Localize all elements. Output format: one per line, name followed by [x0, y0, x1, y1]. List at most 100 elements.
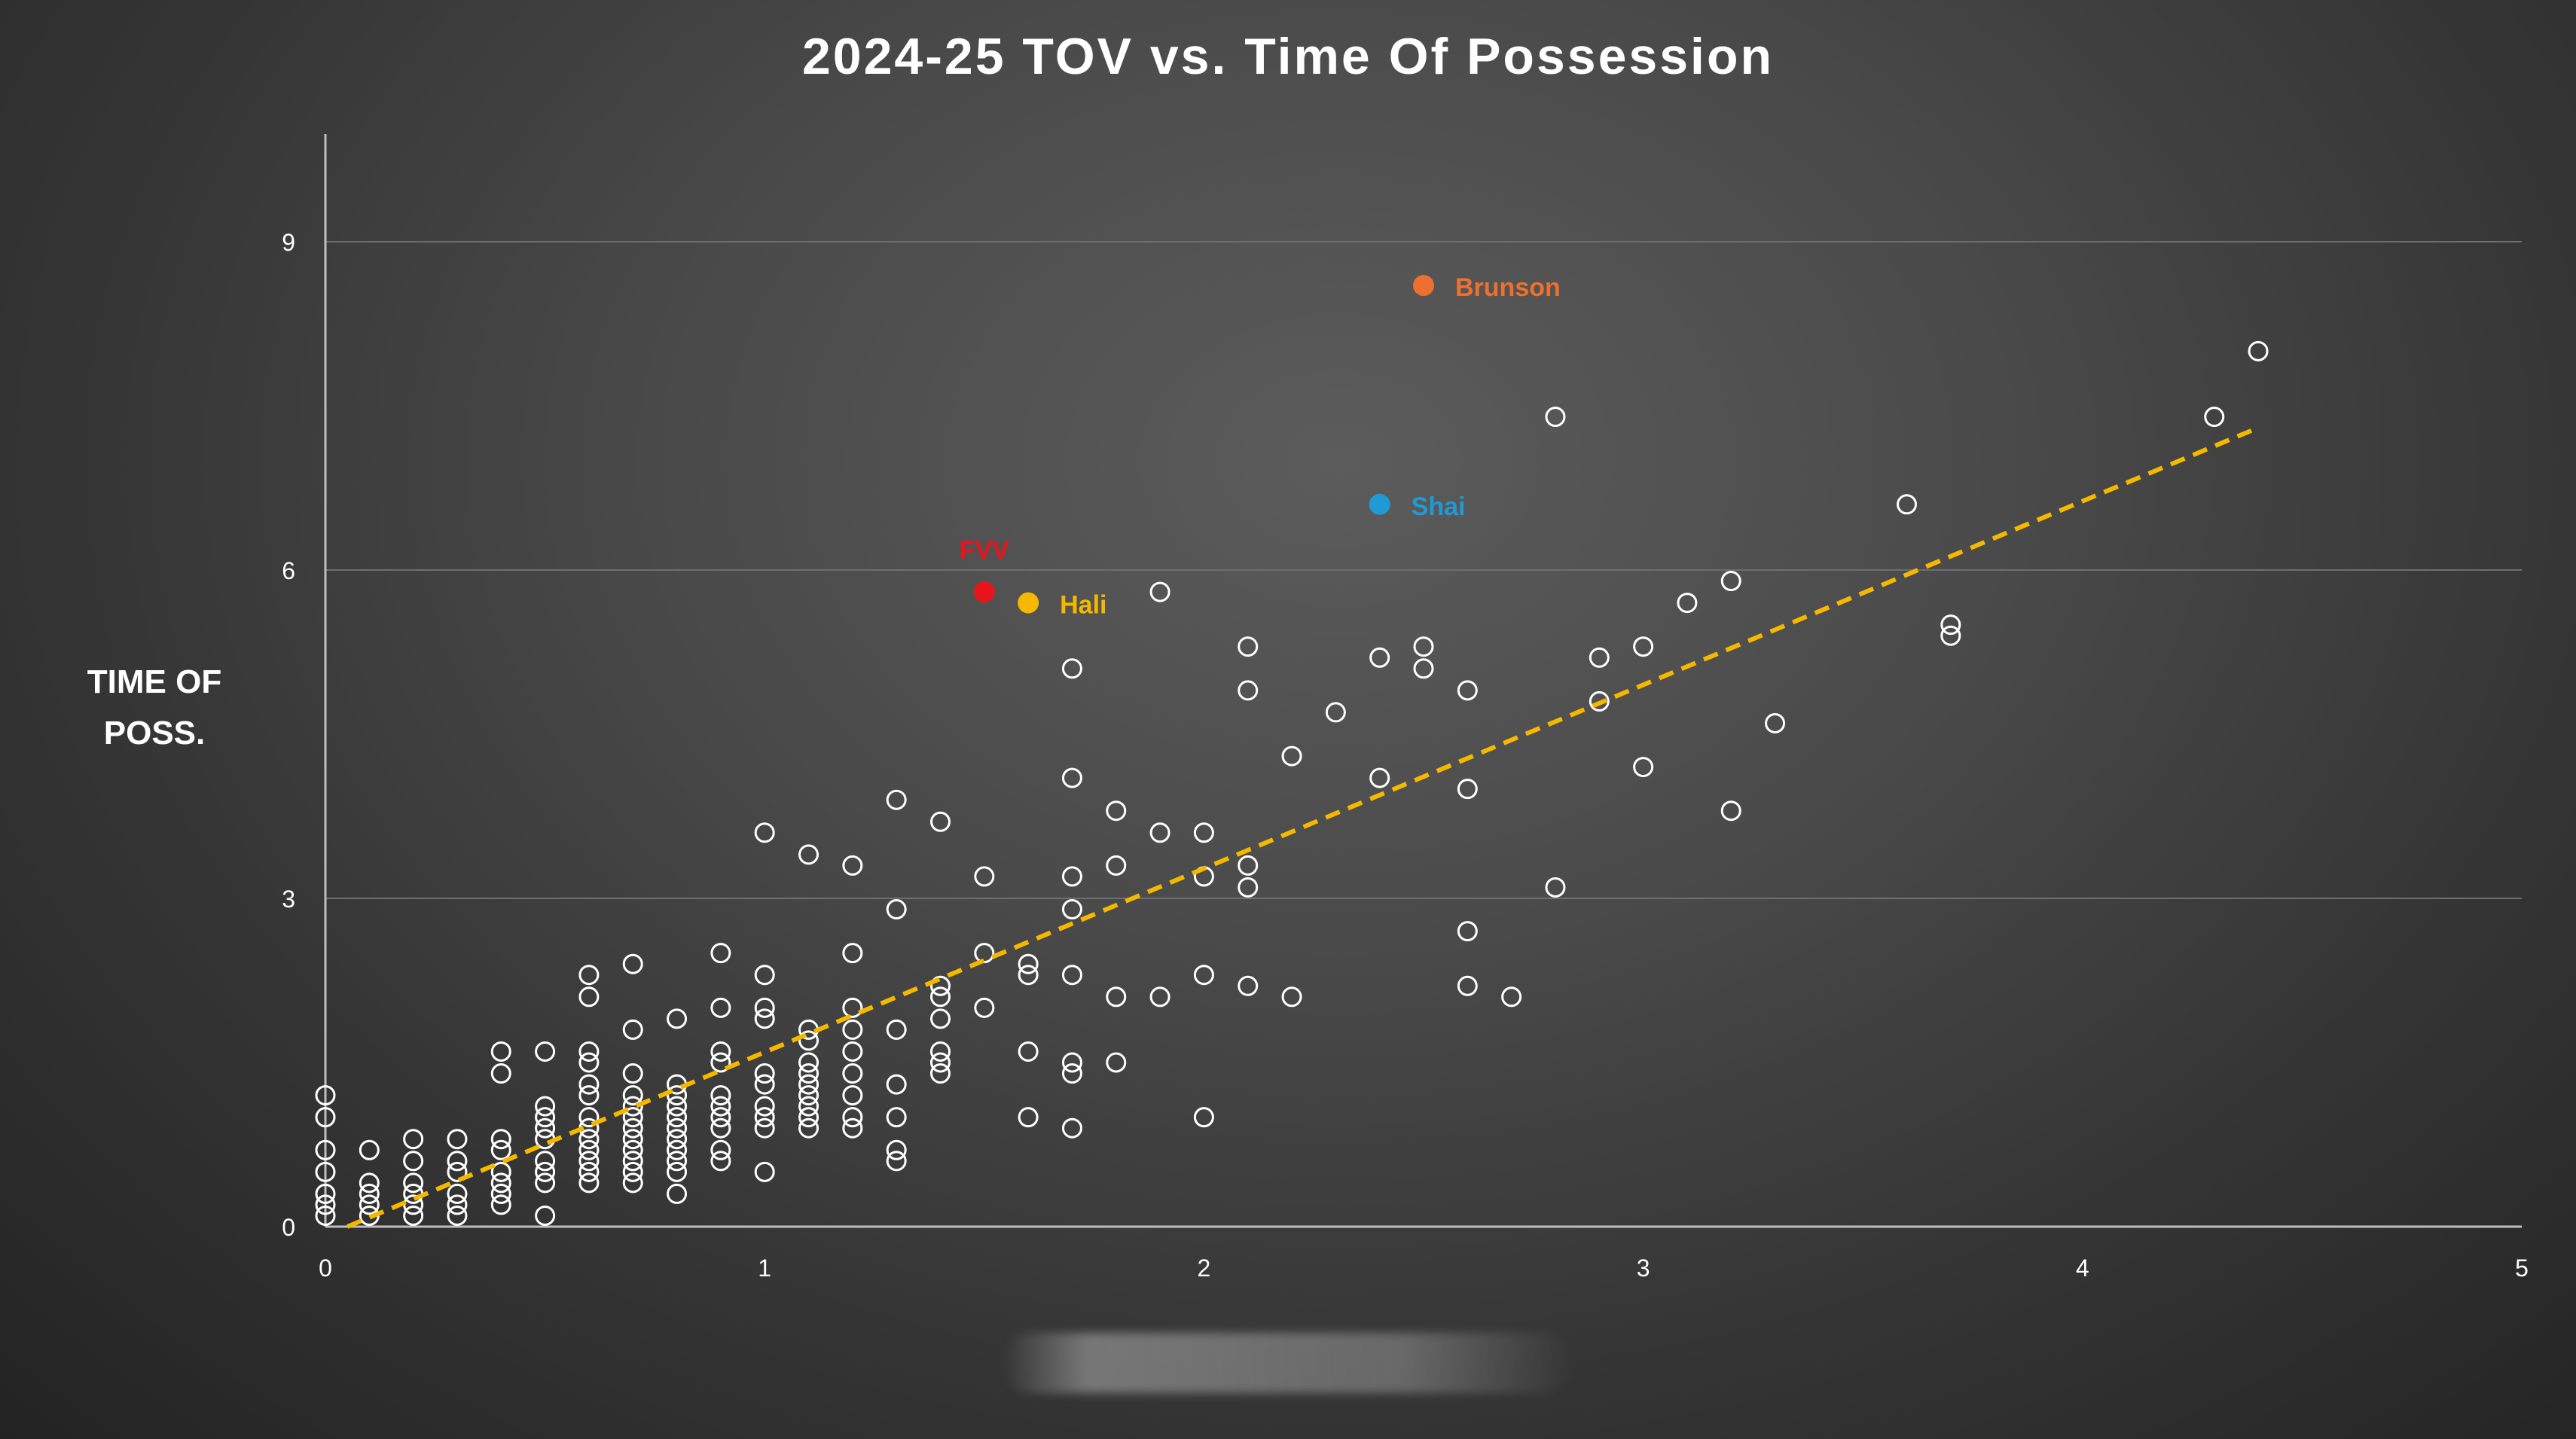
data-point: [929, 1063, 951, 1084]
data-point: [842, 943, 863, 964]
data-point: [710, 997, 731, 1018]
data-point: [754, 1117, 775, 1139]
data-point: [1501, 986, 1522, 1008]
data-point: [710, 1151, 731, 1172]
data-point: [842, 1117, 863, 1139]
data-point: [1193, 1107, 1214, 1128]
data-point: [710, 1107, 731, 1128]
data-point: [622, 1117, 643, 1139]
data-point: [535, 1117, 556, 1139]
data-point: [667, 1161, 688, 1182]
data-point: [403, 1129, 424, 1150]
data-point: [754, 1008, 775, 1029]
data-point: [447, 1161, 468, 1182]
data-point: [710, 1085, 731, 1106]
data-point: [315, 1085, 336, 1106]
data-point: [1545, 407, 1566, 428]
data-point: [1061, 1063, 1082, 1084]
data-point: [929, 975, 951, 996]
data-point: [886, 789, 907, 810]
data-point: [1720, 571, 1741, 592]
data-point: [315, 1107, 336, 1128]
data-point: [1106, 800, 1127, 822]
data-point: [710, 1096, 731, 1117]
data-point: [578, 1052, 600, 1073]
data-point: [1106, 1052, 1127, 1073]
data-point: [1457, 779, 1478, 800]
data-point: [1545, 877, 1566, 898]
data-point: [1238, 636, 1259, 657]
data-point: [315, 1205, 336, 1226]
data-point: [1897, 494, 1918, 515]
data-point: [535, 1151, 556, 1172]
highlight-point-hali: [1018, 592, 1039, 614]
data-point: [622, 1151, 643, 1172]
data-point: [403, 1183, 424, 1204]
data-point: [447, 1194, 468, 1215]
data-point: [1940, 614, 1961, 636]
data-point: [578, 1139, 600, 1160]
data-point: [710, 943, 731, 964]
data-point: [622, 1096, 643, 1117]
data-point: [622, 1019, 643, 1040]
data-point: [447, 1151, 468, 1172]
data-point: [798, 1107, 819, 1128]
y-tick-label-0: 0: [282, 1214, 295, 1241]
data-point: [929, 986, 951, 1008]
data-point: [667, 1107, 688, 1128]
data-point: [447, 1183, 468, 1204]
y-axis-label-line-1: TIME OF: [87, 663, 222, 700]
highlight-label-brunson: Brunson: [1455, 273, 1561, 302]
data-point: [710, 1117, 731, 1139]
data-point: [315, 1183, 336, 1204]
data-point: [578, 1074, 600, 1095]
data-point: [974, 866, 995, 887]
data-point: [667, 1008, 688, 1029]
data-point: [622, 1161, 643, 1182]
data-point: [403, 1151, 424, 1172]
data-point: [667, 1151, 688, 1172]
data-point: [1413, 636, 1434, 657]
data-point: [1238, 877, 1259, 898]
x-tick-label-0: 0: [319, 1255, 332, 1282]
data-point: [1061, 767, 1082, 788]
data-point: [622, 1085, 643, 1106]
data-point: [535, 1041, 556, 1062]
data-point: [1106, 986, 1127, 1008]
data-point: [667, 1129, 688, 1150]
data-point: [974, 943, 995, 964]
y-axis-label: TIME OF POSS.: [53, 657, 256, 759]
data-point: [447, 1129, 468, 1150]
x-tick-label-4: 4: [2076, 1255, 2089, 1282]
data-point: [578, 965, 600, 986]
data-point: [886, 1019, 907, 1040]
data-point: [754, 822, 775, 843]
data-point: [2248, 340, 2269, 361]
y-tick-label-3: 3: [282, 886, 295, 913]
data-point: [1720, 800, 1741, 822]
data-point: [1149, 986, 1170, 1008]
data-point: [1149, 581, 1170, 602]
data-point: [886, 1074, 907, 1095]
data-point: [842, 1041, 863, 1062]
data-point: [886, 1139, 907, 1160]
data-point: [974, 997, 995, 1018]
data-point: [798, 1096, 819, 1117]
data-point: [798, 1052, 819, 1073]
data-point: [798, 1085, 819, 1106]
data-point: [447, 1205, 468, 1226]
data-point: [886, 1107, 907, 1128]
data-point: [842, 1107, 863, 1128]
data-point: [667, 1096, 688, 1117]
data-point: [886, 899, 907, 920]
trendline: [346, 425, 2260, 1229]
blurred-watermark: [1002, 1333, 1574, 1393]
data-point: [535, 1096, 556, 1117]
data-point: [359, 1172, 380, 1194]
data-point: [1413, 658, 1434, 679]
data-point: [1281, 745, 1302, 767]
data-point: [622, 1063, 643, 1084]
data-point: [754, 1096, 775, 1117]
data-point: [1238, 680, 1259, 701]
